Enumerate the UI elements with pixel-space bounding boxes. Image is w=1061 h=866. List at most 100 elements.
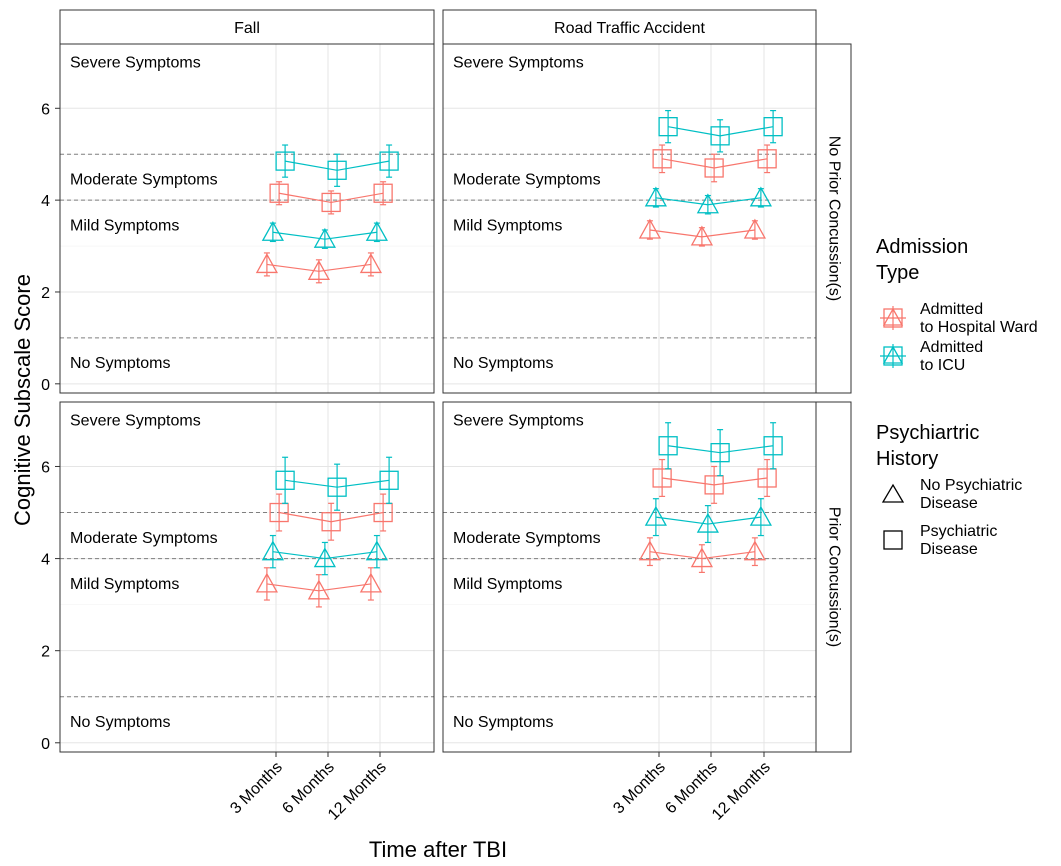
point-square [710, 443, 730, 463]
severity-label: No Symptoms [453, 714, 553, 731]
point-triangle [365, 220, 388, 241]
panel-border [59, 43, 435, 394]
point-square [704, 158, 724, 178]
point-triangle [690, 547, 714, 568]
point-square [373, 183, 393, 203]
point-square [321, 192, 341, 213]
panel-background [443, 402, 816, 752]
legend-item-label: Psychiatric [920, 523, 997, 540]
x-tick-label: 12 Months [709, 759, 774, 824]
legend-key-triangle [882, 307, 904, 326]
facet-strip-row [815, 401, 852, 753]
point-square [327, 477, 347, 497]
y-tick-label: 6 [41, 101, 50, 118]
legend-item-label: Disease [920, 541, 978, 558]
facet-strip-col [59, 9, 435, 45]
y-tick-label: 2 [41, 644, 50, 661]
severity-label: Severe Symptoms [70, 54, 201, 71]
facet-panel: Severe Symptoms Moderate Symptoms Mild Sym… [59, 401, 435, 753]
point-triangle [696, 193, 719, 214]
legend-title-line: History [876, 448, 938, 470]
legend-item-label: Admitted [920, 339, 983, 356]
point-triangle [313, 547, 336, 568]
point-triangle [255, 253, 279, 274]
panel-background [60, 402, 434, 752]
point-triangle [644, 505, 667, 526]
point-triangle [255, 572, 279, 593]
point-square [763, 436, 783, 456]
x-axis-title: Time after TBI [369, 837, 507, 862]
panel-border [59, 401, 435, 753]
legend-item-label: Admitted [920, 301, 983, 318]
legend-key-square [883, 346, 903, 366]
legend-item-label: to Hospital Ward [920, 319, 1038, 336]
y-tick-label: 0 [41, 736, 50, 753]
facet-strip-col [442, 9, 817, 45]
severity-label: Mild Symptoms [70, 576, 179, 593]
point-square [275, 470, 295, 490]
severity-label: No Symptoms [70, 714, 170, 731]
point-triangle [313, 227, 336, 248]
x-tick-label: 3 Months [610, 759, 669, 818]
severity-label: Mild Symptoms [453, 217, 562, 234]
point-square [269, 183, 289, 203]
point-square [321, 512, 341, 532]
point-triangle [743, 540, 767, 561]
point-triangle [638, 218, 662, 239]
legend-key-square [883, 308, 903, 328]
point-square [710, 126, 730, 146]
y-tick-label: 2 [41, 285, 50, 302]
point-square [275, 151, 295, 171]
severity-label: Moderate Symptoms [70, 530, 218, 547]
point-triangle [749, 505, 772, 526]
legend-key-triangle [882, 345, 904, 364]
legend-item-label: No Psychiatric [920, 477, 1022, 494]
point-triangle [307, 259, 331, 280]
point-square [757, 468, 777, 488]
point-square [658, 436, 678, 456]
legend-item-label: to ICU [920, 357, 965, 374]
point-triangle [644, 186, 667, 207]
point-square [327, 160, 347, 180]
panel-background [60, 44, 434, 393]
facet-strip-row [815, 43, 852, 394]
legend-title-line: Admission [876, 236, 968, 258]
y-axis-title: Cognitive Subscale Score [10, 274, 35, 526]
point-square [757, 149, 777, 169]
severity-label: No Symptoms [70, 355, 170, 372]
point-triangle [307, 579, 331, 600]
point-triangle [365, 540, 388, 561]
severity-label: Mild Symptoms [453, 576, 562, 593]
point-triangle [696, 512, 719, 533]
facet-label-row: No Prior Concussion(s) [825, 136, 842, 301]
panel-background [443, 44, 816, 393]
point-triangle [743, 218, 767, 239]
panel-border [442, 43, 817, 394]
panels-layer: Fall Road Traffic Accident No Prior Concus… [59, 9, 852, 753]
legend-key-square [883, 530, 903, 550]
legend-title-line: Psychiartric [876, 422, 979, 444]
y-tick-label: 4 [41, 552, 50, 569]
severity-label: Severe Symptoms [453, 412, 584, 429]
point-square [379, 470, 399, 490]
facet-panel: Severe Symptoms Moderate Symptoms Mild Sym… [442, 401, 817, 753]
facet-label-row: Prior Concussion(s) [825, 507, 842, 647]
point-square [658, 117, 678, 137]
point-triangle [638, 540, 662, 561]
point-triangle [359, 253, 383, 274]
point-square [704, 475, 724, 495]
x-tick-label: 3 Months [227, 759, 286, 818]
point-square [763, 117, 783, 137]
severity-label: Mild Symptoms [70, 217, 179, 234]
point-triangle [749, 186, 772, 207]
severity-label: No Symptoms [453, 355, 553, 372]
point-square [373, 502, 393, 523]
severity-label: Moderate Symptoms [70, 171, 218, 188]
y-tick-label: 0 [41, 377, 50, 394]
panel-border [442, 401, 817, 753]
point-triangle [359, 572, 383, 593]
facet-panel: Severe Symptoms Moderate Symptoms Mild Sym… [442, 43, 817, 394]
legend-item-label: Disease [920, 495, 978, 512]
